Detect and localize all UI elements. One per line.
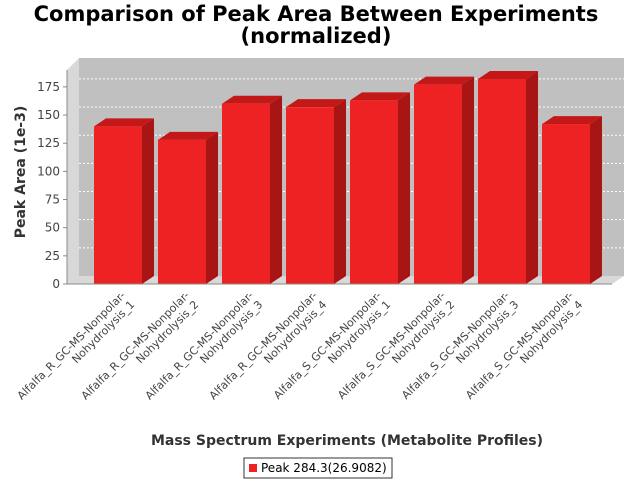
y-tick-label: 50 [45,221,60,235]
bar-top-face [414,76,474,85]
bar [414,76,474,284]
bar [286,99,346,284]
plot-side-wall [67,58,79,284]
bar-top-face [542,116,602,125]
bar-top-face [478,71,538,80]
bar-side-face [590,116,602,284]
bar-top-face [94,118,154,127]
x-category-label: Alfalfa_R_GC-MS-Nonpolar-Nohydrolysis_2 [79,289,202,412]
bar-front-face [478,79,526,284]
bar-side-face [462,76,474,284]
legend-label: Peak 284.3(26.9082) [261,461,387,475]
bar [478,71,538,284]
bar [158,131,218,284]
y-tick-label: 175 [37,80,60,94]
x-category-label: Alfalfa_R_GC-MS-Nonpolar-Nohydrolysis_1 [15,289,138,412]
x-category-label: Alfalfa_R_GC-MS-Nonpolar-Nohydrolysis_4 [207,289,330,412]
bar-top-face [286,99,346,108]
bar-front-face [350,100,398,285]
chart-title-line2: (normalized) [241,24,392,48]
bar [222,95,282,284]
x-category-label: Alfalfa_S_GC-MS-Nonpolar-Nohydrolysis_4 [463,289,585,411]
bar-top-face [222,95,282,104]
bar-front-face [222,103,270,284]
bar-front-face [286,107,334,284]
bar-front-face [414,84,462,284]
bar-side-face [526,71,538,284]
bar-front-face [542,124,590,284]
y-tick-label: 125 [37,136,60,150]
x-axis-category-labels: Alfalfa_R_GC-MS-Nonpolar-Nohydrolysis_1A… [15,289,586,412]
x-category-label-line: Alfalfa_R_GC-MS-Nonpolar- [15,289,128,402]
chart-title-line1: Comparison of Peak Area Between Experime… [34,2,599,26]
x-category-label: Alfalfa_S_GC-MS-Nonpolar-Nohydrolysis_2 [335,289,457,411]
bars [94,71,602,285]
bar-front-face [94,126,142,284]
bar-side-face [206,131,218,284]
x-category-label: Alfalfa_S_GC-MS-Nonpolar-Nohydrolysis_1 [271,289,393,411]
y-axis-label: Peak Area (1e-3) [13,106,29,239]
x-category-label: Alfalfa_S_GC-MS-Nonpolar-Nohydrolysis_3 [399,289,521,411]
bar [350,92,410,285]
y-tick-label: 75 [45,193,60,207]
y-tick-label: 100 [37,164,60,178]
bar-front-face [158,139,206,284]
bar [94,118,154,284]
y-tick-label: 150 [37,108,60,122]
legend-box [243,457,393,479]
x-category-label: Alfalfa_R_GC-MS-Nonpolar-Nohydrolysis_3 [143,289,266,412]
bar-side-face [334,99,346,284]
bar-side-face [398,92,410,284]
y-tick-label: 0 [52,277,60,291]
bar-side-face [142,118,154,284]
y-tick-label: 25 [45,249,60,263]
bar-side-face [270,95,282,284]
y-axis-ticks: 0 25 50 75 100 125 150 175 [37,80,67,291]
bar-top-face [350,92,410,101]
legend-swatch [249,464,257,472]
legend: Peak 284.3(26.9082) [243,457,393,479]
bar [542,116,602,284]
x-axis-label: Mass Spectrum Experiments (Metabolite Pr… [151,433,543,449]
bar-top-face [158,131,218,140]
